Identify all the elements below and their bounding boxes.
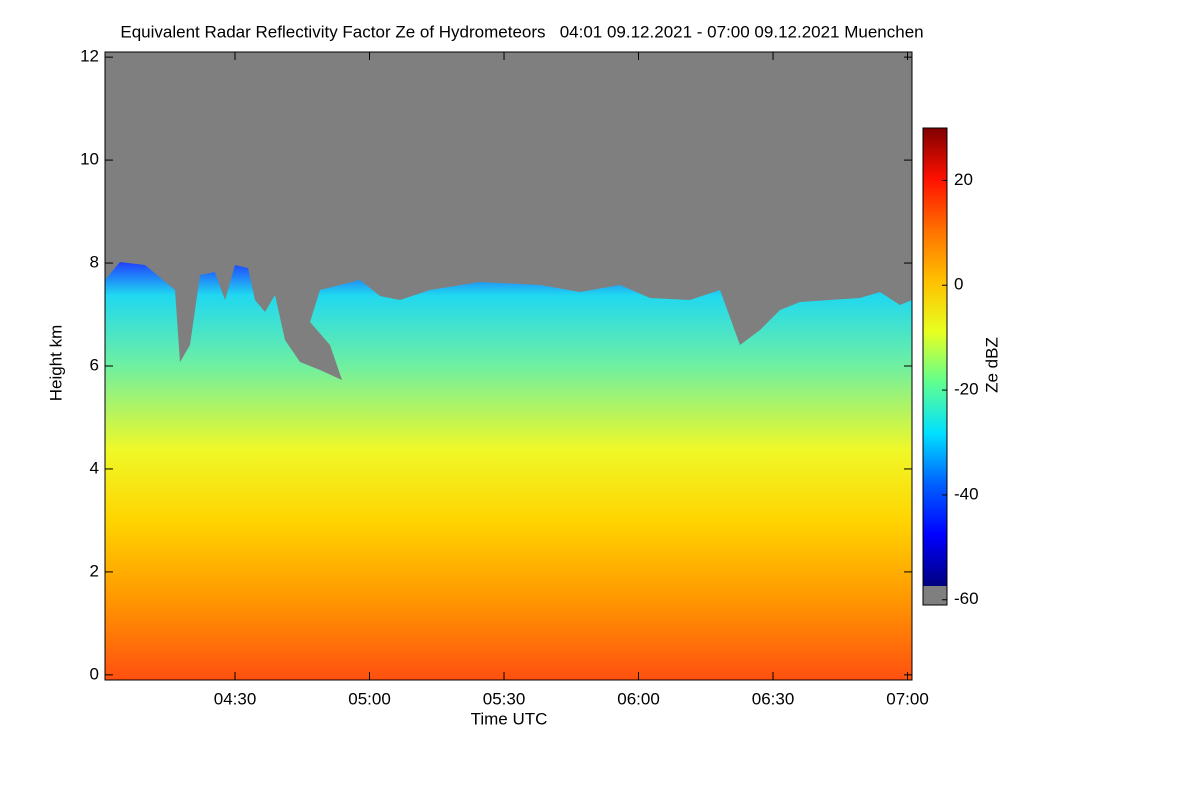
colorbar [922, 127, 948, 606]
y-tick-label: 2 [90, 561, 99, 580]
y-tick-label: 10 [80, 150, 99, 169]
colorbar-tick-label: -60 [954, 589, 979, 608]
colorbar-tick-label: -20 [954, 380, 979, 399]
colorbar-tick-label: 20 [954, 170, 973, 189]
x-tick-label: 05:30 [483, 689, 526, 708]
colorbar-tick-label: 0 [954, 275, 963, 294]
y-tick-label: 12 [80, 47, 99, 66]
reflectivity-field [105, 262, 912, 680]
x-axis-label: Time UTC [471, 709, 548, 728]
x-tick-label: 04:30 [214, 689, 257, 708]
chart-title: Equivalent Radar Reflectivity Factor Ze … [120, 22, 923, 41]
y-tick-label: 0 [90, 664, 99, 683]
x-tick-label: 07:00 [886, 689, 929, 708]
x-tick-label: 06:30 [752, 689, 795, 708]
y-tick-label: 4 [90, 458, 99, 477]
y-tick-label: 8 [90, 253, 99, 272]
colorbar-tick-label: -40 [954, 484, 979, 503]
y-tick-label: 6 [90, 355, 99, 374]
x-tick-label: 06:00 [617, 689, 660, 708]
x-tick-label: 05:00 [348, 689, 391, 708]
y-axis-label: Height km [46, 325, 65, 402]
colorbar-label: Ze dBZ [982, 337, 1001, 393]
